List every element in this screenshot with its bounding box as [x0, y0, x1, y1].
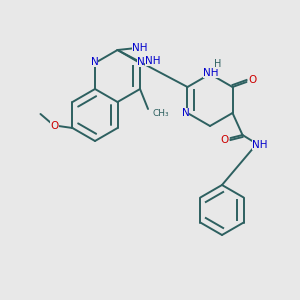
Text: N: N	[182, 108, 189, 118]
Text: NH: NH	[145, 56, 160, 65]
Text: NH: NH	[203, 68, 219, 78]
Text: NH: NH	[252, 140, 267, 150]
Text: H: H	[214, 59, 222, 69]
Text: NH: NH	[132, 43, 147, 53]
Text: O: O	[248, 75, 256, 85]
Text: N: N	[137, 57, 144, 67]
Text: CH₃: CH₃	[152, 109, 169, 118]
Text: O: O	[50, 121, 59, 131]
Text: O: O	[220, 135, 229, 145]
Text: N: N	[91, 57, 98, 67]
